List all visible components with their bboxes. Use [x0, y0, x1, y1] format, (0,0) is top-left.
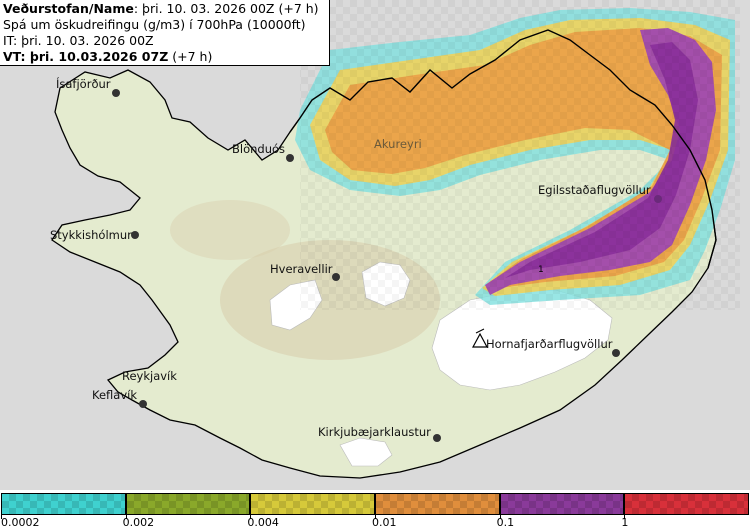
contour-label: 1 — [538, 265, 544, 275]
place-label-blonduos: Blönduós — [232, 142, 286, 156]
info-line-4: VT: þri. 10.03.2026 07Z (+7 h) — [3, 49, 326, 65]
place-dot-hveravellir — [332, 273, 340, 281]
valid-offset: (+7 h) — [168, 49, 213, 64]
legend-swatch-4 — [375, 493, 500, 515]
legend-swatch-3 — [250, 493, 375, 515]
analysis-time: : þri. 10. 03. 2026 00Z (+7 h) — [133, 1, 319, 16]
place-label-hveravellir: Hveravellir — [270, 262, 333, 276]
place-dot-isafjordur — [112, 89, 120, 97]
place-label-akureyri: Akureyri — [374, 137, 422, 151]
concentration-legend: 0.0002 0.002 0.004 0.01 0.1 1 — [0, 490, 750, 532]
legend-tick-mark — [1, 514, 2, 519]
legend-tick-mark — [125, 514, 127, 519]
legend-swatch-1 — [1, 493, 126, 515]
place-label-egilsstadir: Egilsstaðaflugvöllur — [538, 183, 651, 197]
place-label-stykkisholmur: Stykkishólmur — [50, 228, 132, 242]
place-label-hornafjordur: Hornafjarðarflugvöllur — [486, 337, 613, 351]
north-coastline — [289, 29, 717, 269]
legend-tick-label: 1 — [621, 516, 629, 529]
legend-tick-mark — [624, 514, 626, 519]
info-line-3: IT: þri. 10. 03. 2026 00Z — [3, 33, 154, 48]
place-label-isafjordur: Ísafjörður — [56, 77, 111, 91]
legend-swatch-5 — [499, 493, 625, 515]
highlands-shade-west — [170, 200, 290, 260]
legend-tick-mark — [499, 514, 501, 519]
iceland-map: 1 — [0, 0, 750, 490]
legend-tick-label: 0.0002 — [1, 516, 40, 529]
legend-swatch-6 — [624, 493, 749, 515]
valid-time: VT: þri. 10.03.2026 07Z — [3, 49, 169, 64]
info-line-2: Spá um öskudreifingu (g/m3) í 700hPa (10… — [3, 17, 306, 32]
volcano-marker-icon — [471, 328, 489, 348]
legend-swatch-2 — [125, 493, 251, 515]
place-label-kirkjubaer: Kirkjubæjarklaustur — [318, 425, 431, 439]
legend-tick-label: 0.01 — [372, 516, 397, 529]
info-line-1: Veðurstofan/Name: þri. 10. 03. 2026 00Z … — [3, 1, 326, 17]
place-label-keflavik: Keflavík — [92, 388, 137, 402]
legend-tick-label: 0.1 — [496, 516, 515, 529]
forecast-info-box: Veðurstofan/Name: þri. 10. 03. 2026 00Z … — [0, 0, 330, 66]
place-label-reykjavik: Reykjavík — [122, 369, 177, 383]
place-dot-kirkjubaer — [433, 434, 441, 442]
legend-tick-label: 0.002 — [122, 516, 155, 529]
place-dot-egilsstadir — [654, 195, 662, 203]
place-dot-blonduos — [286, 154, 294, 162]
legend-tick-mark — [375, 514, 376, 519]
legend-tick-mark — [250, 514, 252, 519]
legend-tick-label: 0.004 — [247, 516, 279, 529]
place-dot-hornafjordur — [612, 349, 620, 357]
agency-name: Veðurstofan/Name — [3, 1, 134, 16]
place-dot-keflavik — [139, 400, 147, 408]
glacier-myrdalsjokull — [339, 437, 393, 467]
plume-dither — [300, 0, 740, 310]
place-dot-stykkisholmur — [131, 231, 139, 239]
